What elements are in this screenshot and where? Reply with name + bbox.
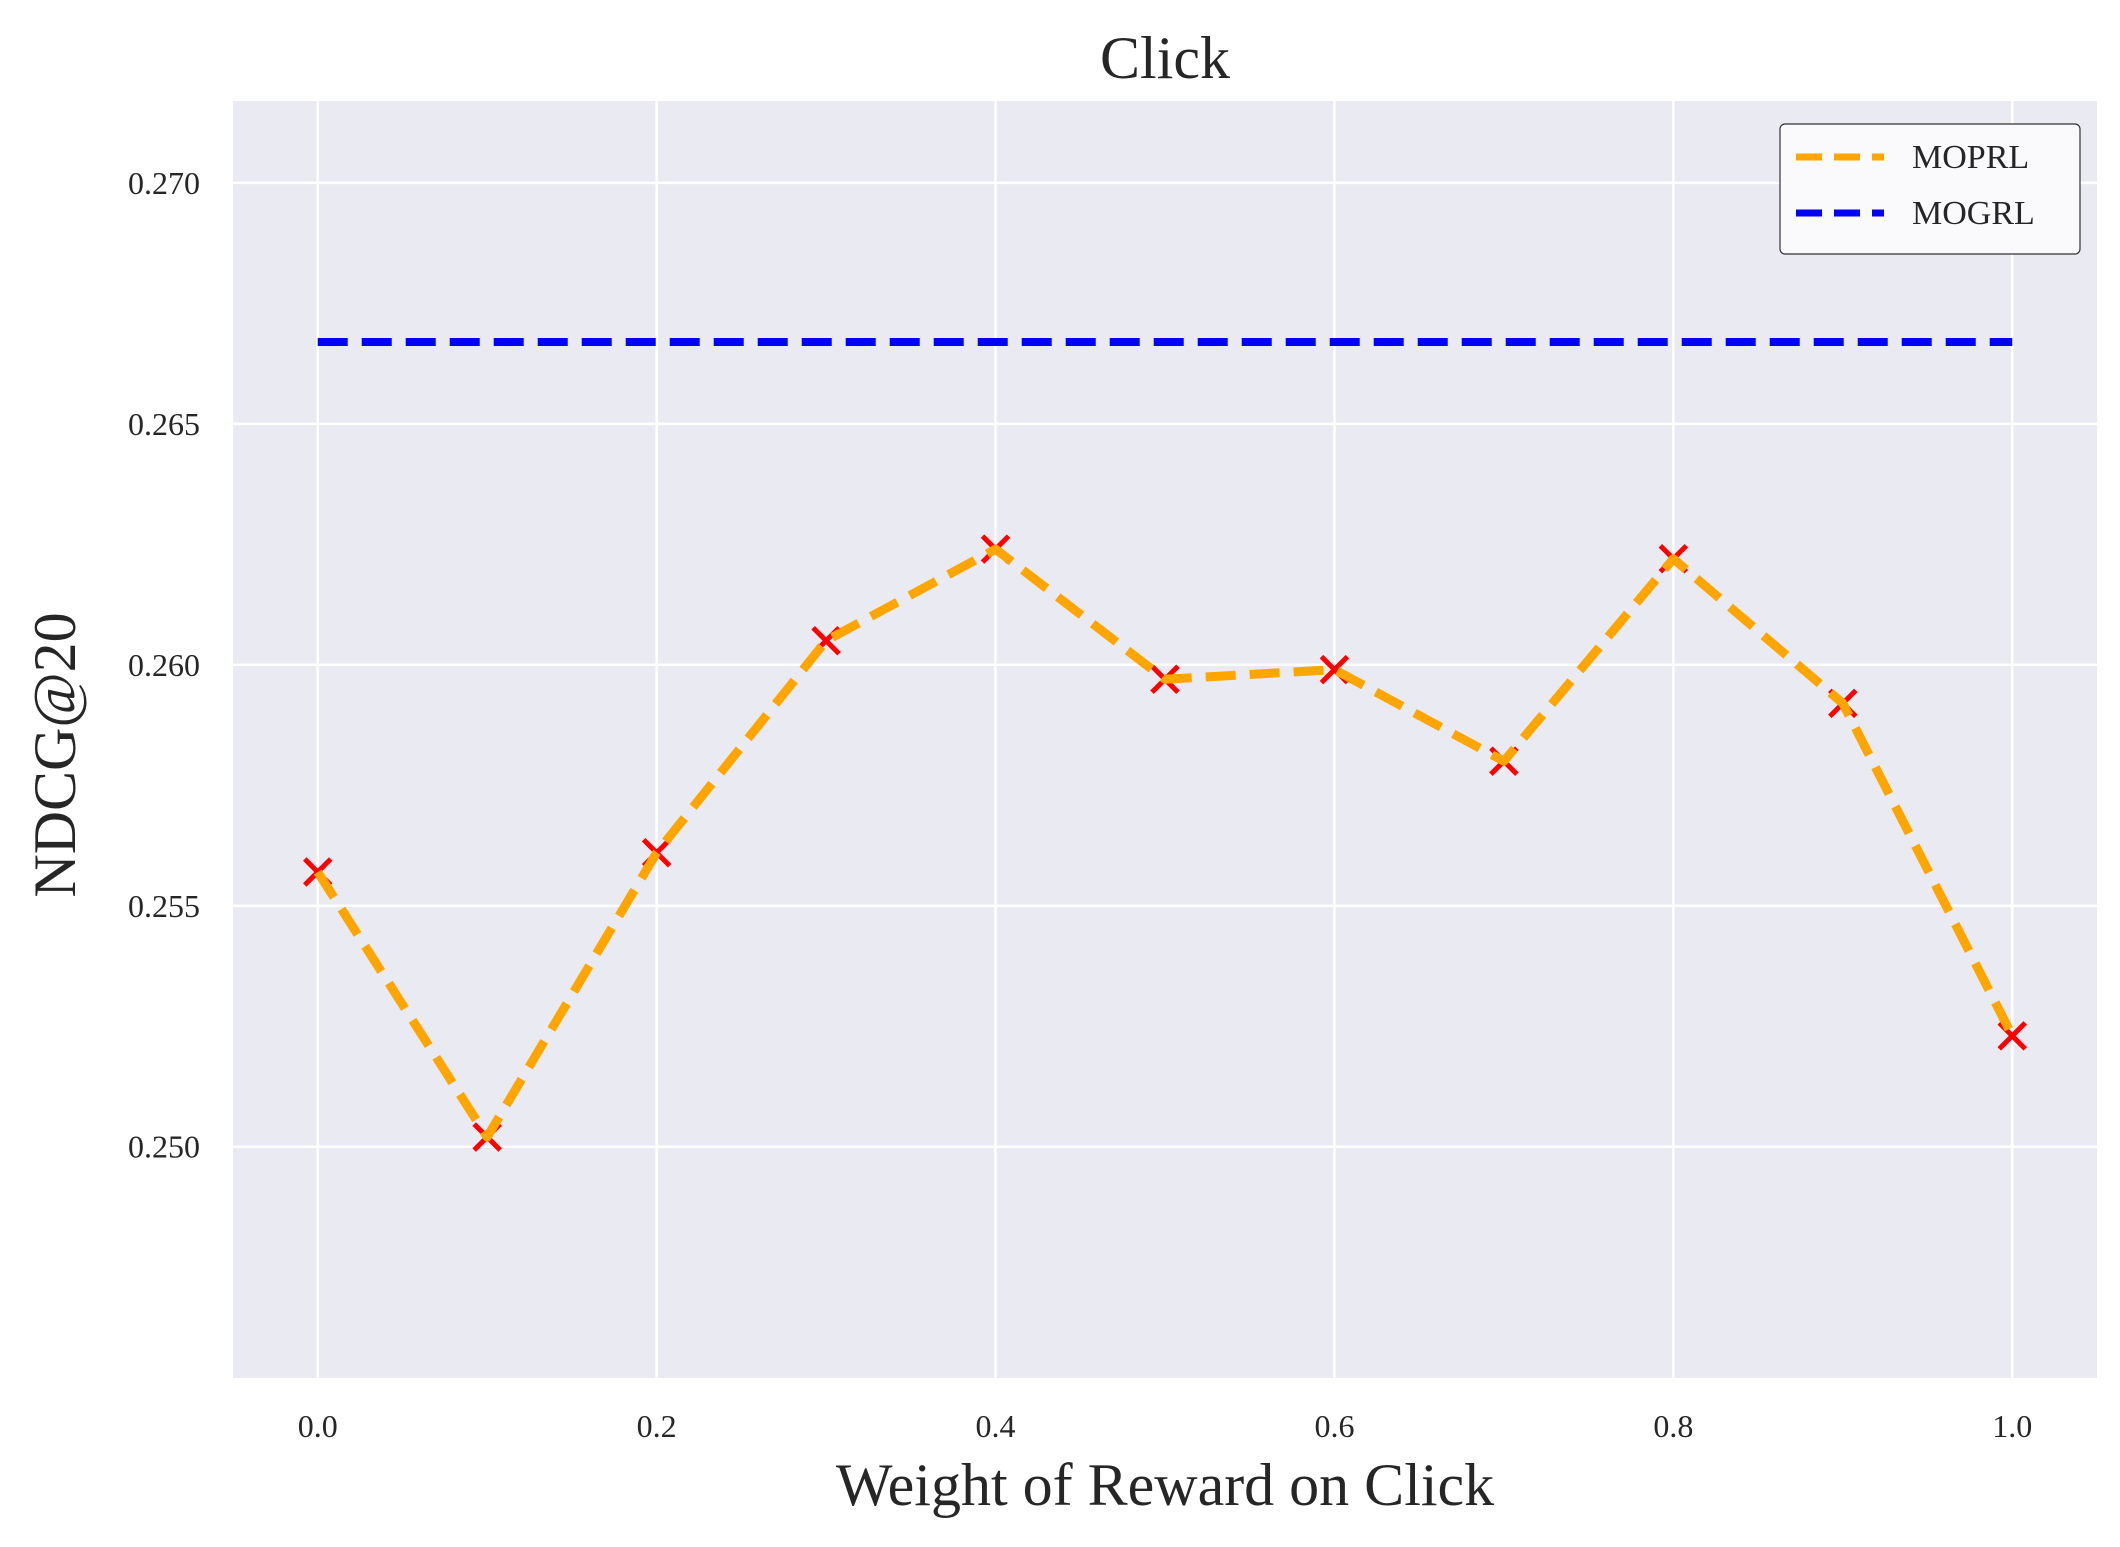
x-tick-label: 0.2 <box>637 1408 677 1444</box>
y-tick-label: 0.265 <box>128 406 200 442</box>
y-tick-label: 0.260 <box>128 647 200 683</box>
x-tick-label: 0.4 <box>976 1408 1016 1444</box>
y-tick-labels: 0.250 0.255 0.260 0.265 0.270 <box>128 165 200 1165</box>
legend-label-moprl: MOPRL <box>1912 139 2029 176</box>
series-layer <box>302 337 2028 1152</box>
y-axis-label: NDCG@20 <box>22 612 88 897</box>
grid <box>233 101 2097 1378</box>
y-tick-label: 0.255 <box>128 888 200 924</box>
series-line-moprl <box>313 544 2017 1142</box>
legend: MOPRL MOGRL <box>1779 123 2081 255</box>
x-tick-label: 0.0 <box>298 1408 338 1444</box>
chart-title: Click <box>1100 25 1230 91</box>
legend-label-mogrl: MOGRL <box>1912 195 2035 232</box>
y-tick-label: 0.270 <box>128 165 200 201</box>
plot-area <box>233 101 2097 1378</box>
x-tick-label: 1.0 <box>1992 1408 2032 1444</box>
x-axis-label: Weight of Reward on Click <box>836 1452 1494 1518</box>
x-tick-labels: 0.0 0.2 0.4 0.6 0.8 1.0 <box>298 1408 2033 1444</box>
x-tick-label: 0.6 <box>1314 1408 1354 1444</box>
x-tick-label: 0.8 <box>1653 1408 1693 1444</box>
y-tick-label: 0.250 <box>128 1129 200 1165</box>
